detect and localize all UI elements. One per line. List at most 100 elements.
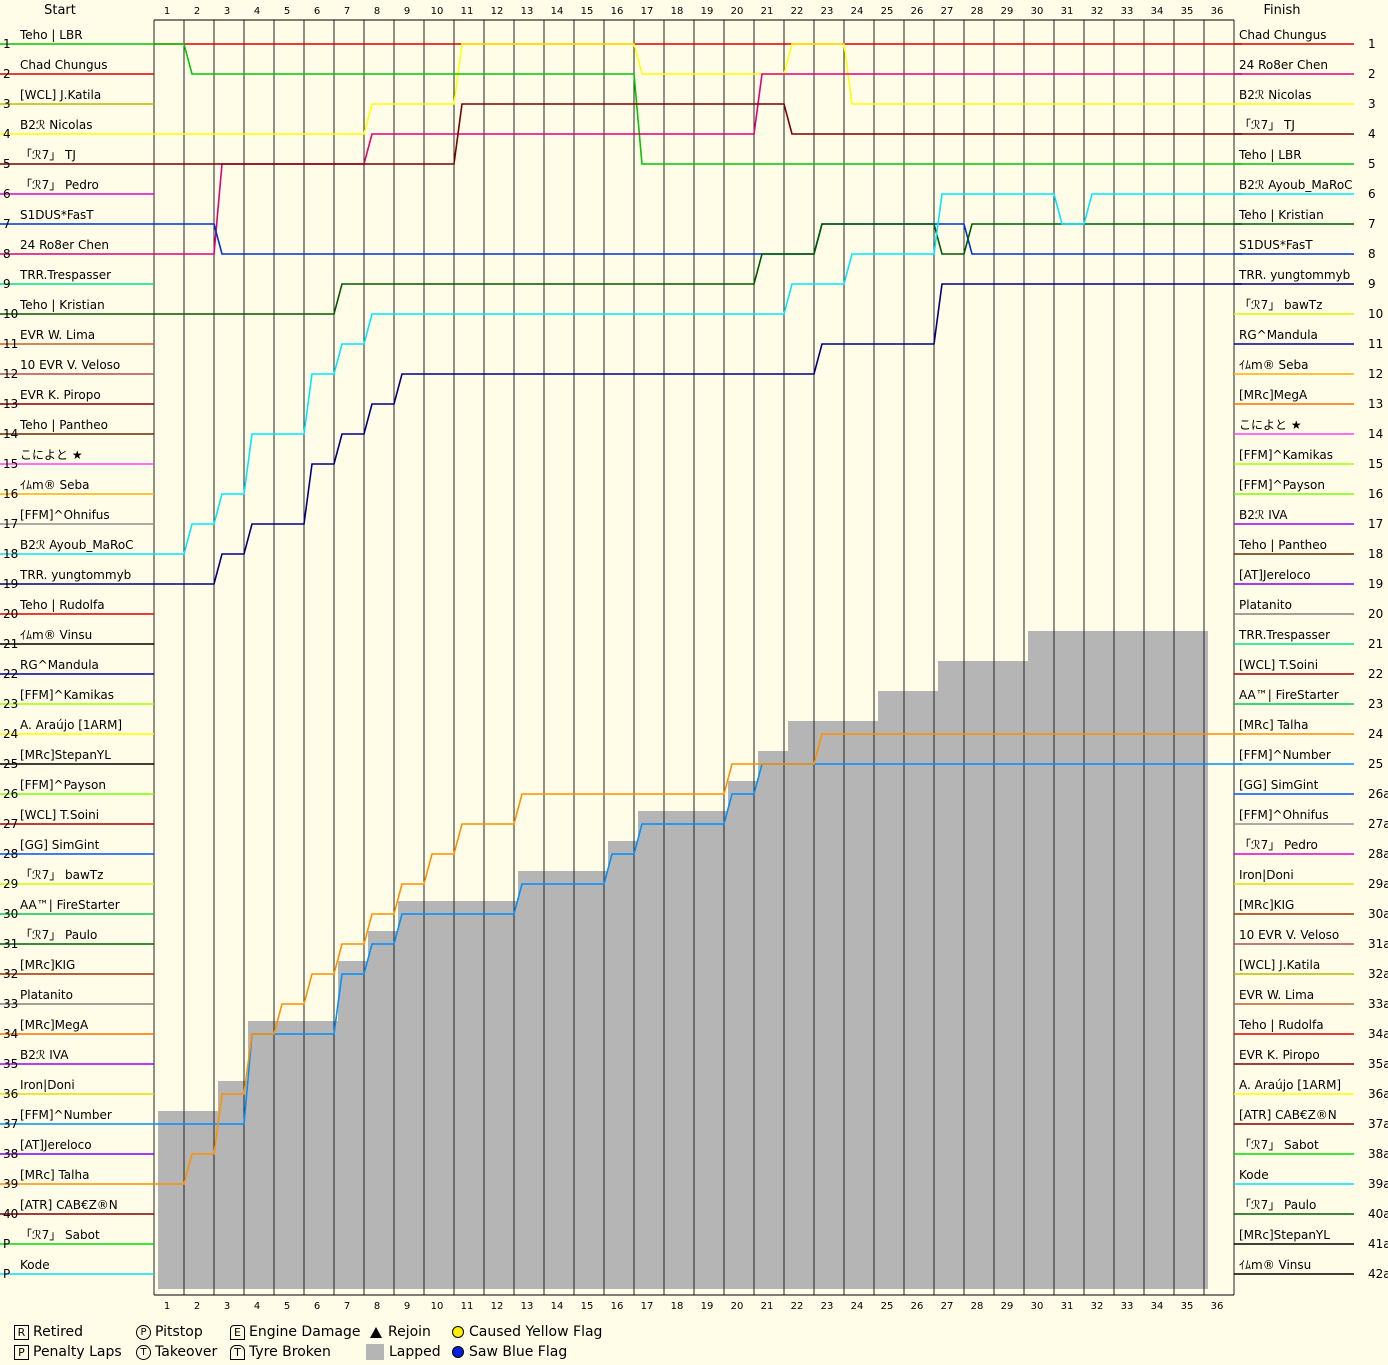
tyre-broken-icon: T <box>230 1344 245 1360</box>
finish-position-number: 36a <box>1368 1087 1388 1101</box>
start-driver-label: [AT]Jereloco <box>20 1138 92 1152</box>
start-driver-label: S1DUS*FasT <box>20 208 94 222</box>
finish-position-number: 32a <box>1368 967 1388 981</box>
start-position-number: 23 <box>3 697 18 711</box>
lap-number-bottom: 19 <box>701 1301 714 1312</box>
lap-number-bottom: 9 <box>404 1301 410 1312</box>
lap-number-top: 33 <box>1121 6 1134 17</box>
lap-number-top: 4 <box>254 6 260 17</box>
finish-driver-label: 「ℛ7」 Pedro <box>1239 838 1318 852</box>
lap-number-top: 16 <box>611 6 624 17</box>
penalty-icon: P <box>14 1344 29 1360</box>
finish-position-number: 18 <box>1368 547 1383 561</box>
start-position-number: 32 <box>3 967 18 981</box>
finish-position-number: 9 <box>1368 277 1376 291</box>
legend-yellow-label: Caused Yellow Flag <box>469 1324 603 1340</box>
finish-driver-label: EVR W. Lima <box>1239 988 1314 1002</box>
finish-driver-label: Iron|Doni <box>1239 868 1294 882</box>
lap-number-bottom: 36 <box>1211 1301 1224 1312</box>
start-position-number: 26 <box>3 787 18 801</box>
lap-number-bottom: 14 <box>551 1301 564 1312</box>
finish-position-number: 16 <box>1368 487 1383 501</box>
legend-engine: E Engine Damage <box>230 1324 361 1340</box>
legend-retired-label: Retired <box>33 1324 84 1340</box>
driver-trace <box>154 733 1242 1185</box>
lapped-block <box>488 901 518 1289</box>
finish-driver-label: Teho | Rudolfa <box>1238 1018 1324 1032</box>
finish-driver-label: [WCL] T.Soini <box>1239 658 1318 672</box>
lap-number-top: 17 <box>641 6 654 17</box>
finish-position-number: 26a <box>1368 787 1388 801</box>
legend-rejoin: Rejoin <box>370 1324 431 1340</box>
lap-axis: 1122334455667788991010111112121313141415… <box>164 6 1224 1312</box>
start-position-number: P <box>3 1237 10 1251</box>
lapped-block <box>518 871 548 1289</box>
start-position-number: 25 <box>3 757 18 771</box>
lap-number-bottom: 34 <box>1151 1301 1164 1312</box>
finish-position-number: 13 <box>1368 397 1383 411</box>
finish-driver-label: Kode <box>1239 1168 1269 1182</box>
lap-number-bottom: 17 <box>641 1301 654 1312</box>
start-position-number: 12 <box>3 367 18 381</box>
lapped-block <box>818 721 848 1289</box>
start-driver-label: 10 EVR V. Veloso <box>20 358 120 372</box>
start-driver-label: [MRc] Talha <box>20 1168 89 1182</box>
start-driver-label: Teho | Kristian <box>19 298 105 312</box>
finish-driver-label: [MRc]MegA <box>1239 388 1308 402</box>
finish-position-number: 20 <box>1368 607 1383 621</box>
lapped-block <box>1178 631 1208 1289</box>
lapped-block <box>968 661 998 1289</box>
lap-number-bottom: 13 <box>521 1301 534 1312</box>
pitstop-icon: P <box>136 1324 151 1340</box>
start-driver-label: Chad Chungus <box>20 58 107 72</box>
start-driver-label: Iron|Doni <box>20 1078 75 1092</box>
start-position-number: 33 <box>3 997 18 1011</box>
start-position-number: 40 <box>3 1207 18 1221</box>
rejoin-icon <box>370 1326 382 1338</box>
finish-driver-label: Teho | Pantheo <box>1238 538 1327 552</box>
engine-damage-icon: E <box>230 1324 245 1340</box>
start-position-number: 35 <box>3 1057 18 1071</box>
start-driver-label: 「ℛ7」 Sabot <box>20 1228 100 1242</box>
lap-number-bottom: 18 <box>671 1301 684 1312</box>
lap-number-bottom: 2 <box>194 1301 200 1312</box>
lap-number-top: 36 <box>1211 6 1224 17</box>
finish-driver-label: A. Araújo [1ARM] <box>1239 1078 1341 1092</box>
lap-number-top: 13 <box>521 6 534 17</box>
lapped-block <box>428 901 458 1289</box>
lap-number-bottom: 32 <box>1091 1301 1104 1312</box>
lap-number-top: 30 <box>1031 6 1044 17</box>
lapped-block <box>398 901 428 1289</box>
start-driver-label: [WCL] T.Soini <box>20 808 99 822</box>
start-driver-label: EVR W. Lima <box>20 328 95 342</box>
finish-driver-label: B2ℛ IVA <box>1239 508 1288 522</box>
legend-pitstop-label: Pitstop <box>155 1324 203 1340</box>
finish-driver-label: [WCL] J.Katila <box>1239 958 1320 972</box>
lapped-block <box>368 931 398 1289</box>
lap-number-bottom: 21 <box>761 1301 774 1312</box>
lapped-block <box>548 871 578 1289</box>
start-position-number: 16 <box>3 487 18 501</box>
finish-driver-label: B2ℛ Ayoub_MaRoC <box>1239 178 1353 192</box>
lap-number-top: 35 <box>1181 6 1194 17</box>
lap-number-bottom: 30 <box>1031 1301 1044 1312</box>
yellow-flag-icon <box>452 1326 464 1338</box>
legend-penalty-label: Penalty Laps <box>33 1344 122 1360</box>
lap-number-top: 3 <box>224 6 230 17</box>
finish-position-number: 37a <box>1368 1117 1388 1131</box>
finish-position-number: 11 <box>1368 337 1383 351</box>
lap-number-top: 25 <box>881 6 894 17</box>
lap-number-top: 9 <box>404 6 410 17</box>
finish-position-number: 35a <box>1368 1057 1388 1071</box>
position-traces <box>154 43 1242 1185</box>
finish-position-number: 7 <box>1368 217 1376 231</box>
lap-number-top: 6 <box>314 6 320 17</box>
driver-trace <box>154 763 1242 1125</box>
lap-number-top: 19 <box>701 6 714 17</box>
lap-number-bottom: 26 <box>911 1301 924 1312</box>
lapped-block <box>608 841 638 1289</box>
lap-number-bottom: 35 <box>1181 1301 1194 1312</box>
lap-number-top: 11 <box>461 6 474 17</box>
finish-position-number: 12 <box>1368 367 1383 381</box>
lap-number-bottom: 29 <box>1001 1301 1014 1312</box>
